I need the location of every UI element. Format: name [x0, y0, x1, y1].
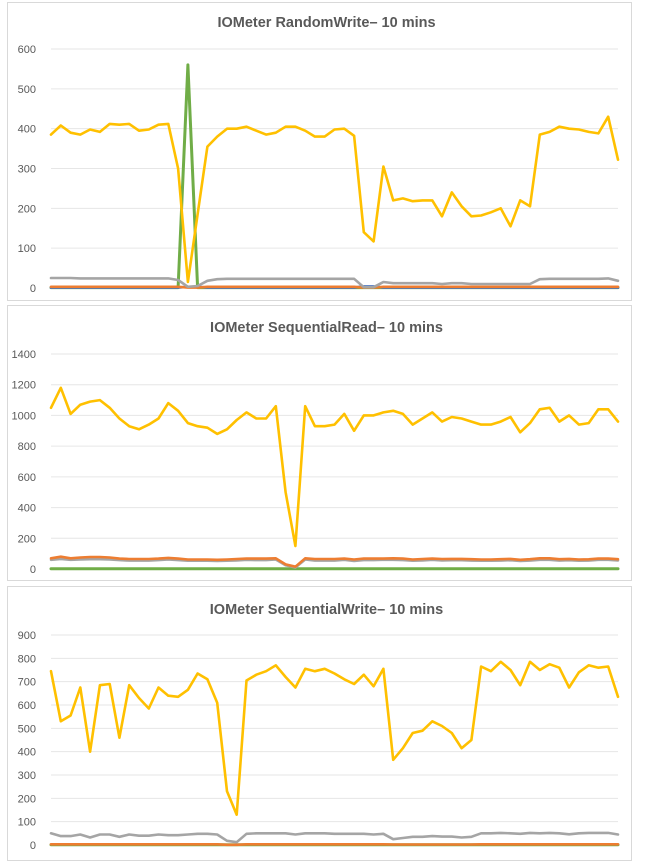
y-tick-label: 800: [18, 653, 36, 665]
y-tick-label: 200: [18, 533, 36, 545]
y-tick-label: 1200: [12, 380, 36, 392]
y-tick-label: 300: [18, 770, 36, 782]
chart-random-write: IOMeter RandomWrite– 10 mins 0 100 200 300 40…: [7, 2, 632, 301]
chart-random-write-svg: IOMeter RandomWrite– 10 mins 0 100 200 300 40…: [18, 15, 620, 295]
y-tick-label: 100: [18, 817, 36, 829]
chart-title: IOMeter SequentialWrite– 10 mins: [210, 602, 443, 618]
y-tick-label: 700: [18, 677, 36, 689]
series-line-1: [49, 386, 620, 548]
y-tick-label: 1400: [12, 349, 36, 361]
chart-sequential-write: IOMeter SequentialWrite– 10 mins 0 100 200 3…: [7, 586, 632, 861]
y-tick-label: 0: [30, 283, 36, 295]
chart-sequential-read-svg: IOMeter SequentialRead– 10 mins 0 200 400 60…: [12, 320, 620, 576]
y-tick-label: 200: [18, 203, 36, 215]
y-tick-label: 500: [18, 723, 36, 735]
series-line-2: [49, 831, 620, 844]
y-tick-label: 600: [18, 44, 36, 56]
y-tick-label: 200: [18, 793, 36, 805]
series-line-1: [49, 115, 620, 284]
y-tick-label: 300: [18, 164, 36, 176]
y-tick-label: 0: [30, 564, 36, 576]
series-line-1: [49, 660, 620, 816]
series-line-3: [49, 842, 620, 847]
chart-title: IOMeter SequentialRead– 10 mins: [210, 320, 443, 336]
y-tick-label: 600: [18, 700, 36, 712]
chart-title: IOMeter RandomWrite– 10 mins: [217, 15, 435, 31]
y-tick-label: 400: [18, 124, 36, 136]
y-tick-label: 400: [18, 747, 36, 759]
y-tick-label: 800: [18, 441, 36, 453]
series-line-2: [49, 276, 620, 289]
chart-sequential-read: IOMeter SequentialRead– 10 mins 0 200 400 60…: [7, 305, 632, 581]
y-tick-label: 500: [18, 84, 36, 96]
series-line-3: [49, 285, 620, 289]
y-tick-label: 900: [18, 630, 36, 642]
chart-sequential-write-svg: IOMeter SequentialWrite– 10 mins 0 100 200 3…: [18, 602, 620, 852]
y-tick-label: 600: [18, 472, 36, 484]
series-line-2: [49, 555, 620, 569]
y-tick-label: 400: [18, 503, 36, 515]
y-tick-label: 1000: [12, 410, 36, 422]
y-tick-label: 100: [18, 243, 36, 255]
y-tick-label: 0: [30, 840, 36, 852]
